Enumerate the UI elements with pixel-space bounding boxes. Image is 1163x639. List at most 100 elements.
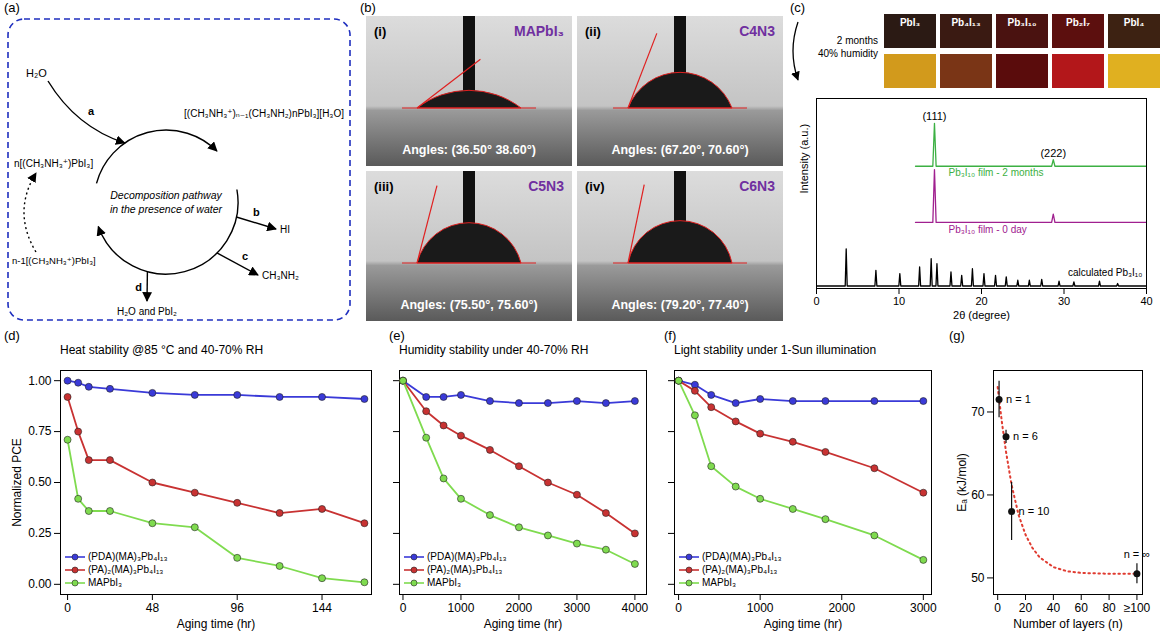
svg-text:Aging time (hr): Aging time (hr)	[764, 617, 843, 631]
svg-text:Eₐ (kJ/mol): Eₐ (kJ/mol)	[955, 453, 969, 511]
html-text:(e): (e)	[389, 328, 405, 343]
svg-text:n[(CH₃NH₃⁺)PbI₃]: n[(CH₃NH₃⁺)PbI₃]	[14, 158, 93, 169]
svg-text:Decomposition pathway: Decomposition pathway	[110, 189, 222, 201]
svg-text:0.50: 0.50	[28, 475, 52, 489]
svg-text:0: 0	[675, 601, 682, 615]
svg-text:4000: 4000	[622, 601, 649, 615]
svg-text:10: 10	[893, 295, 905, 307]
html-text:(b): (b)	[360, 0, 376, 15]
svg-text:(222): (222)	[1040, 147, 1066, 159]
svg-text:n = 1: n = 1	[1006, 393, 1031, 405]
svg-text:0: 0	[994, 601, 1001, 615]
svg-text:d: d	[135, 281, 142, 293]
svg-text:Intensity (a.u.): Intensity (a.u.)	[798, 124, 810, 194]
html-text:Light stability under 1-Sun il: Light stability under 1-Sun illumination	[674, 343, 877, 357]
html-text:40% humidity: 40% humidity	[818, 48, 878, 59]
svg-text:C6N3: C6N3	[739, 178, 775, 194]
html-text:(PA)₂(MA)₃Pb₄I₁₃: (PA)₂(MA)₃Pb₄I₁₃	[88, 564, 164, 575]
svg-text:Normalized PCE: Normalized PCE	[10, 438, 24, 527]
svg-text:Angles: (67.20°, 70.60°): Angles: (67.20°, 70.60°)	[611, 143, 748, 157]
svg-text:Angles: (36.50° 38.60°): Angles: (36.50° 38.60°)	[402, 143, 536, 157]
svg-text:30: 30	[1058, 295, 1070, 307]
svg-text:1000: 1000	[747, 601, 774, 615]
svg-text:Number of layers (n): Number of layers (n)	[1013, 617, 1122, 631]
svg-text:0: 0	[64, 601, 71, 615]
svg-text:60: 60	[1075, 601, 1089, 615]
svg-text:H₂O and PbI₂: H₂O and PbI₂	[117, 306, 177, 317]
svg-text:40: 40	[1047, 601, 1061, 615]
svg-text:96: 96	[231, 601, 245, 615]
svg-text:80: 80	[1102, 601, 1116, 615]
svg-text:H₂O: H₂O	[26, 67, 47, 79]
svg-text:0.25: 0.25	[28, 526, 52, 540]
svg-text:n-1[(CH₃NH₃⁺)PbI₃]: n-1[(CH₃NH₃⁺)PbI₃]	[12, 255, 96, 266]
svg-text:(ii): (ii)	[585, 24, 601, 39]
svg-text:1.00: 1.00	[28, 374, 52, 388]
svg-text:(iv): (iv)	[585, 179, 605, 194]
html-text:Pb₂I₇: Pb₂I₇	[1066, 17, 1090, 28]
svg-text:Angles: (75.50°, 75.60°): Angles: (75.50°, 75.60°)	[400, 298, 537, 312]
html-text:Pb₃I₁₀: Pb₃I₁₀	[1007, 17, 1037, 28]
html-text:PbI₃: PbI₃	[899, 17, 921, 28]
svg-text:n = 6: n = 6	[1013, 430, 1038, 442]
svg-text:2000: 2000	[506, 601, 533, 615]
svg-text:≥100: ≥100	[1124, 601, 1151, 615]
svg-text:c: c	[242, 250, 248, 262]
svg-text:3000: 3000	[910, 601, 937, 615]
svg-text:n = 10: n = 10	[1019, 505, 1050, 517]
svg-text:Aging time (hr): Aging time (hr)	[177, 617, 256, 631]
html-text:MAPbI₃: MAPbI₃	[88, 577, 123, 588]
svg-text:n = ∞: n = ∞	[1124, 548, 1151, 560]
svg-text:0.75: 0.75	[28, 424, 52, 438]
svg-text:a: a	[88, 105, 95, 117]
svg-text:60: 60	[971, 488, 985, 502]
svg-text:40: 40	[1140, 295, 1152, 307]
html-text:MAPbI₃: MAPbI₃	[427, 577, 462, 588]
html-text:PbI₄: PbI₄	[1123, 17, 1145, 28]
svg-text:144: 144	[312, 601, 332, 615]
svg-text:b: b	[253, 206, 260, 218]
svg-text:(iii): (iii)	[374, 179, 394, 194]
svg-text:(111): (111)	[922, 110, 946, 122]
svg-text:1000: 1000	[448, 601, 475, 615]
svg-text:48: 48	[146, 601, 160, 615]
svg-text:2θ (degree): 2θ (degree)	[953, 309, 1010, 321]
svg-text:C4N3: C4N3	[739, 23, 775, 39]
svg-text:2000: 2000	[828, 601, 855, 615]
html-text:MAPbI₃: MAPbI₃	[702, 577, 737, 588]
html-text:(c): (c)	[790, 0, 806, 15]
html-text:2 months: 2 months	[836, 35, 878, 46]
svg-text:HI: HI	[280, 224, 290, 235]
svg-text:in the presence of water: in the presence of water	[110, 203, 223, 215]
html-text:Heat stability @85 °C and 40-7: Heat stability @85 °C and 40-70% RH	[60, 343, 264, 357]
html-text:Humidity stability under 40-70: Humidity stability under 40-70% RH	[399, 343, 589, 357]
svg-text:[(CH₃NH₃⁺)ₙ₋₁(CH₃NH₂)nPbI₃][H₃: [(CH₃NH₃⁺)ₙ₋₁(CH₃NH₂)nPbI₃][H₃O]	[184, 108, 344, 119]
svg-text:CH₃NH₂: CH₃NH₂	[262, 270, 299, 281]
svg-text:0: 0	[400, 601, 407, 615]
html-text:(d): (d)	[4, 328, 20, 343]
svg-text:Pb₃I₁₀ film - 0 day: Pb₃I₁₀ film - 0 day	[949, 224, 1027, 235]
html-text:(PA)₂(MA)₃Pb₄I₁₃: (PA)₂(MA)₃Pb₄I₁₃	[702, 564, 778, 575]
svg-text:(i): (i)	[374, 24, 386, 39]
html-text:(PDA)(MA)₃Pb₄I₁₃: (PDA)(MA)₃Pb₄I₁₃	[702, 551, 782, 562]
html-text:(PDA)(MA)₃Pb₄I₁₃: (PDA)(MA)₃Pb₄I₁₃	[88, 551, 168, 562]
svg-text:20: 20	[975, 295, 987, 307]
html-text:(PDA)(MA)₃Pb₄I₁₃: (PDA)(MA)₃Pb₄I₁₃	[427, 551, 507, 562]
html-text:Pb₄I₁₃: Pb₄I₁₃	[951, 17, 981, 28]
svg-text:70: 70	[971, 405, 985, 419]
html-text:(g): (g)	[949, 328, 965, 343]
svg-text:Angles: (79.20°, 77.40°): Angles: (79.20°, 77.40°)	[611, 298, 748, 312]
svg-text:0: 0	[813, 295, 819, 307]
html-text:(a): (a)	[4, 0, 20, 15]
svg-text:50: 50	[971, 571, 985, 585]
svg-text:0.00: 0.00	[28, 577, 52, 591]
html-text:(PA)₂(MA)₃Pb₄I₁₃: (PA)₂(MA)₃Pb₄I₁₃	[427, 564, 503, 575]
svg-text:C5N3: C5N3	[528, 178, 564, 194]
svg-text:MAPbI₃: MAPbI₃	[514, 23, 564, 39]
svg-text:20: 20	[1019, 601, 1033, 615]
html-text:(f): (f)	[664, 328, 677, 343]
svg-text:3000: 3000	[564, 601, 591, 615]
svg-text:Aging time (hr): Aging time (hr)	[484, 617, 563, 631]
svg-text:Pb₃I₁₀ film - 2 months: Pb₃I₁₀ film - 2 months	[949, 167, 1044, 178]
svg-text:calculated Pb₃I₁₀: calculated Pb₃I₁₀	[1068, 267, 1142, 278]
